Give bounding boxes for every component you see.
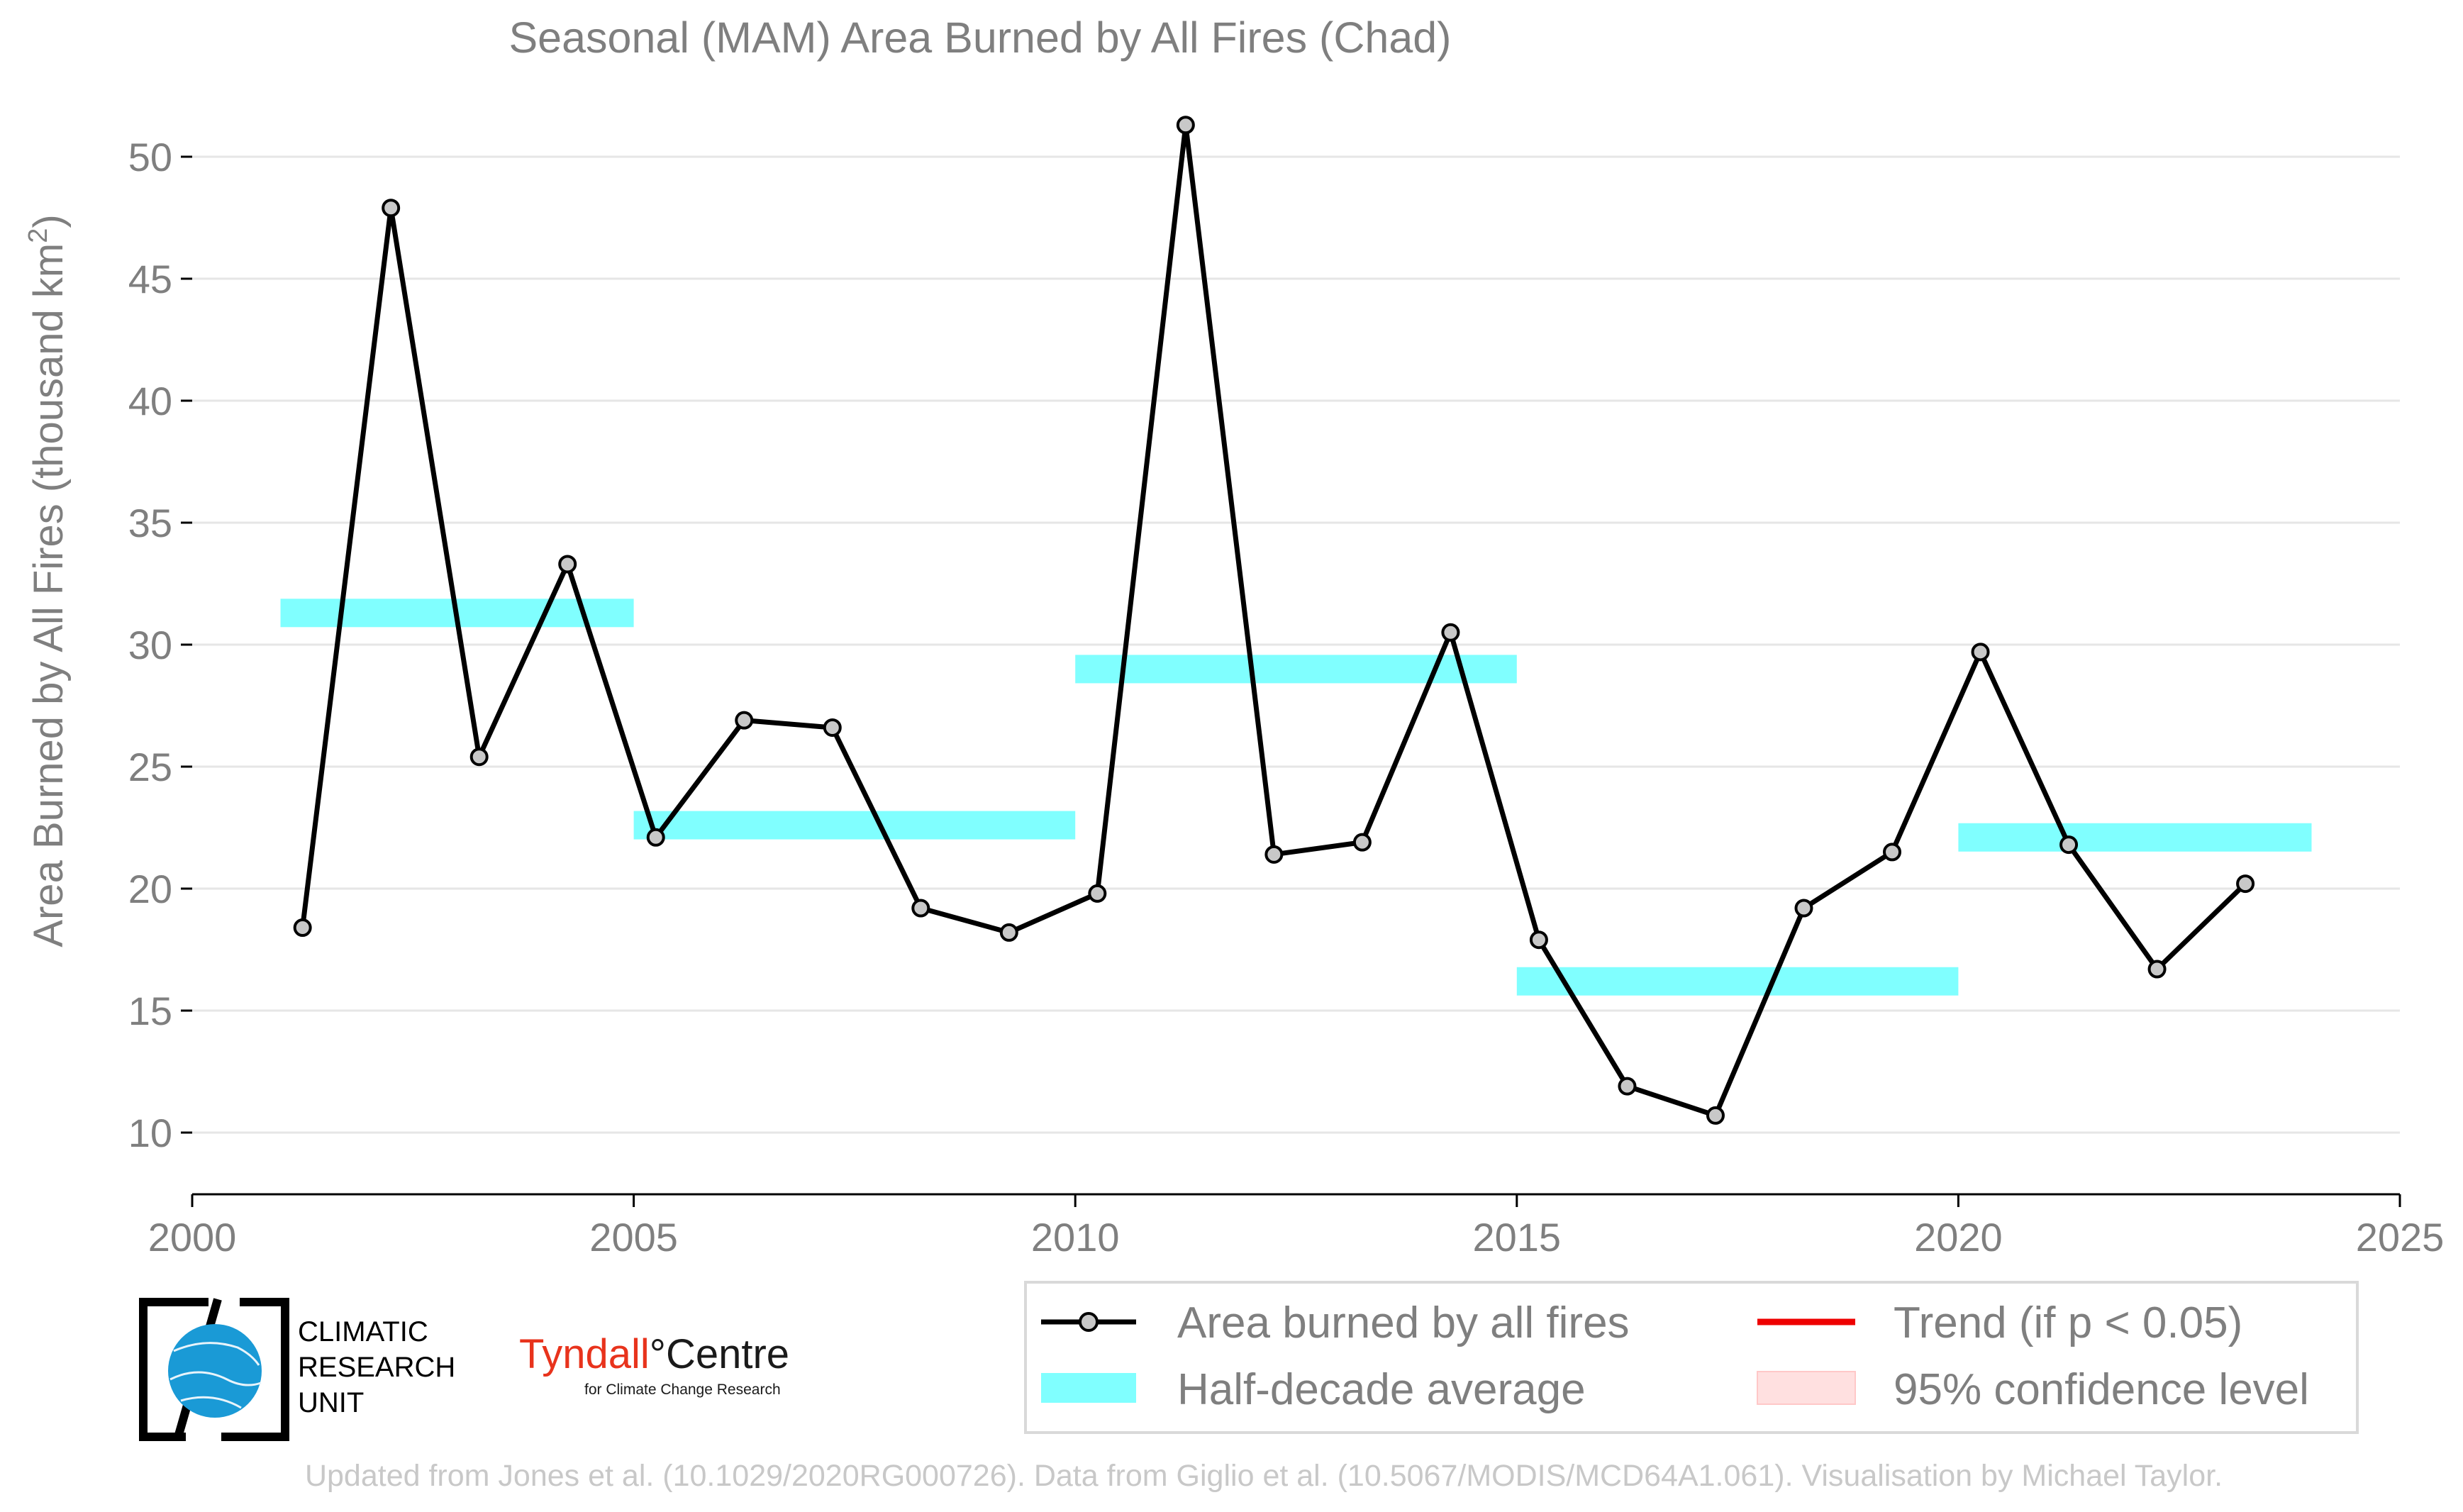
x-tick-label-2000: 2000 [148, 1215, 237, 1260]
data-point-2011 [1176, 116, 1195, 135]
y-tick-label-30: 30 [128, 623, 172, 667]
y-axis-label-main: Area Burned by All Fires (thousand km [26, 243, 72, 947]
data-point-2010 [1088, 884, 1107, 903]
y-tick-label-50: 50 [128, 135, 172, 179]
tyndall-logo-text: Tyndall°Centre [519, 1331, 789, 1377]
half-decade-bar-5 [1958, 823, 2312, 852]
y-tick-label-10: 10 [128, 1111, 172, 1155]
data-point-2016 [1618, 1077, 1637, 1096]
y-tick-label-40: 40 [128, 379, 172, 423]
data-point-2018 [1794, 899, 1813, 918]
legend-swatch-series-marker [1079, 1312, 1099, 1332]
y-axis-label: Area Burned by All Fires (thousand km2) [23, 214, 72, 947]
half-decade-bar-2 [633, 811, 1076, 840]
legend-label-trend: Trend (if p < 0.05) [1894, 1299, 2242, 1347]
data-point-2003 [469, 747, 489, 767]
legend-label-confidence: 95% confidence level [1894, 1365, 2309, 1414]
y-tick-label-35: 35 [128, 501, 172, 545]
data-point-2002 [382, 199, 401, 218]
data-point-2007 [823, 718, 842, 737]
cru-logo-bracket-right [221, 1298, 289, 1441]
y-axis-ticks: 10 15 20 25 30 35 40 45 50 [128, 135, 192, 1155]
legend-frame [1024, 1281, 2359, 1434]
data-point-2022 [2147, 960, 2167, 979]
half-decade-bar-4 [1516, 967, 1959, 996]
tyndall-logo-part1: Tyndall [519, 1331, 650, 1377]
globe-icon [168, 1324, 262, 1418]
data-point-2001 [293, 918, 312, 938]
gridlines [192, 155, 2400, 1134]
legend-swatch-confidence [1757, 1371, 1856, 1405]
footer-credits: Updated from Jones et al. (10.1029/2020R… [305, 1459, 2223, 1493]
data-point-2005 [646, 828, 665, 847]
x-tick-label-2005: 2005 [589, 1215, 678, 1260]
x-tick-label-2025: 2025 [2356, 1215, 2445, 1260]
x-axis-ticks: 2000 2005 2010 2015 2020 2025 [148, 1194, 2445, 1260]
legend-swatch-half-decade [1041, 1373, 1136, 1403]
globe-contour-lines [169, 1342, 262, 1409]
y-tick-label-15: 15 [128, 989, 172, 1033]
tyndall-logo: Tyndall°Centre for Climate Change Resear… [519, 1331, 789, 1398]
data-point-2004 [558, 555, 577, 574]
cru-logo-line-1: CLIMATIC [298, 1316, 428, 1347]
data-point-2014 [1441, 623, 1460, 642]
y-axis-label-end: ) [26, 214, 72, 228]
data-point-2020 [1971, 643, 1990, 662]
tyndall-logo-part2: °Centre [650, 1331, 789, 1377]
data-point-2008 [911, 899, 930, 918]
cru-logo-bracket-left [139, 1298, 209, 1441]
y-tick-label-45: 45 [128, 257, 172, 301]
y-tick-label-20: 20 [128, 867, 172, 911]
data-point-2017 [1706, 1106, 1725, 1125]
data-point-2013 [1352, 833, 1372, 852]
data-point-2019 [1883, 843, 1902, 862]
cru-logo-line-2: RESEARCH [298, 1352, 455, 1383]
y-tick-label-25: 25 [128, 745, 172, 789]
y-axis-label-superscript: 2 [23, 228, 53, 243]
data-series [293, 116, 2255, 1125]
x-tick-label-2010: 2010 [1031, 1215, 1120, 1260]
data-point-2012 [1264, 845, 1284, 864]
cru-logo-line-3: UNIT [298, 1387, 364, 1418]
data-point-2021 [2059, 835, 2079, 855]
data-point-2006 [735, 711, 754, 730]
legend-label-half-decade: Half-decade average [1177, 1365, 1586, 1414]
cru-logo: CLIMATIC RESEARCH UNIT [139, 1298, 455, 1441]
chart-title: Seasonal (MAM) Area Burned by All Fires … [509, 13, 1452, 62]
data-point-2023 [2236, 874, 2255, 894]
tyndall-logo-subtitle: for Climate Change Research [584, 1382, 781, 1398]
data-point-2015 [1529, 930, 1548, 950]
half-decade-bar-3 [1075, 655, 1517, 684]
legend-label-series: Area burned by all fires [1177, 1299, 1630, 1347]
x-tick-label-2020: 2020 [1914, 1215, 2003, 1260]
legend: Area burned by all fires Trend (if p < 0… [1024, 1281, 2359, 1434]
x-tick-label-2015: 2015 [1473, 1215, 1562, 1260]
data-point-2009 [999, 923, 1018, 942]
